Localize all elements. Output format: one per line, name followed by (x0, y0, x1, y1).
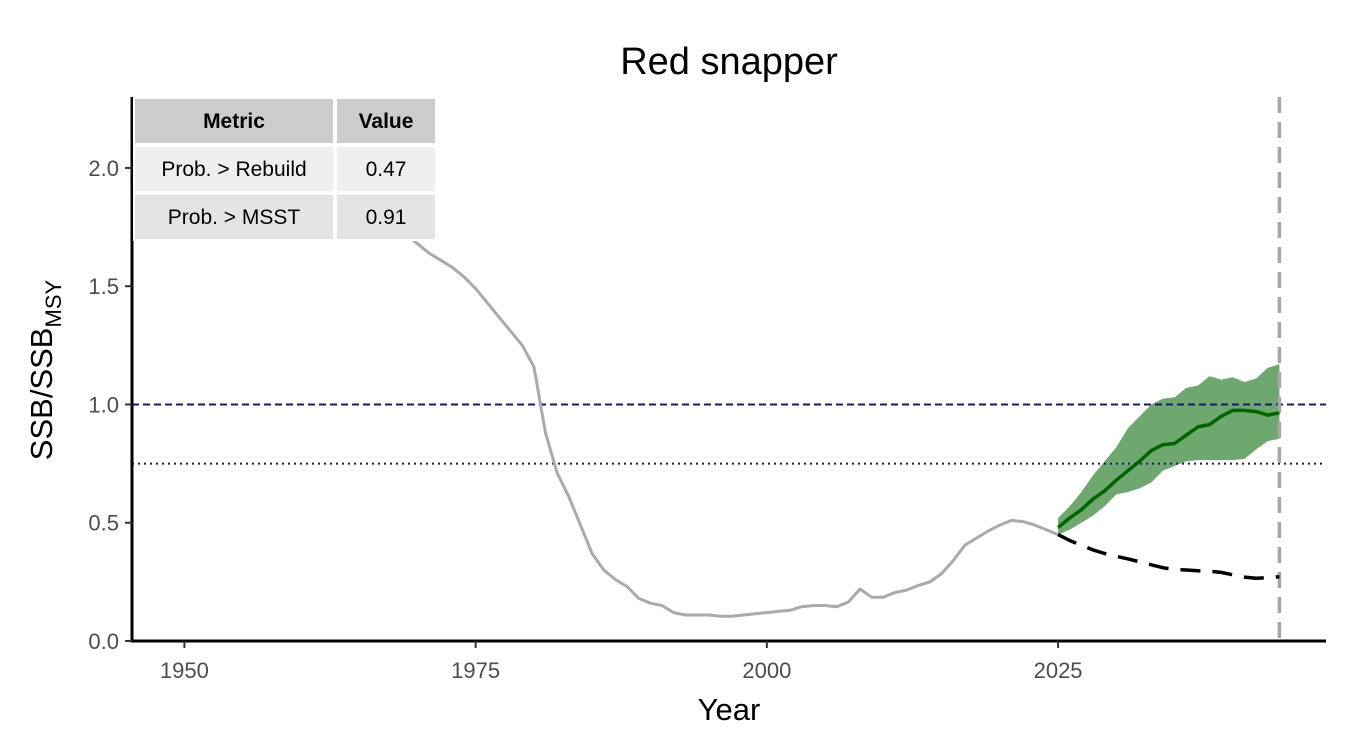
table-cell (337, 195, 435, 239)
no-action-projection-line (1057, 533, 1280, 581)
projection-ribbon (1058, 364, 1280, 535)
x-tick-label: 1950 (160, 658, 209, 683)
table-cell (135, 147, 333, 191)
y-axis-title: SSB/SSBMSY (24, 280, 66, 461)
table-header-metric: Metric (203, 110, 265, 133)
y-tick-label: 0.5 (88, 511, 119, 536)
x-tick-label: 2000 (742, 658, 791, 683)
y-tick-label: 2.0 (88, 156, 119, 181)
y-tick-label: 1.5 (88, 274, 119, 299)
historical-ssb-line (358, 178, 1059, 618)
x-axis-title: Year (698, 692, 761, 727)
y-axis-title-subscript: MSY (41, 280, 66, 328)
table-header-cell (337, 99, 435, 143)
plot-area: 0.0 0.5 1.0 1.5 2.0 1950 1975 2000 2025 (88, 97, 1326, 683)
y-tick-label: 0.0 (88, 629, 119, 654)
table-header-value: Value (359, 110, 414, 133)
x-tick-label: 1975 (451, 658, 500, 683)
table-cell-value: 0.91 (366, 206, 407, 229)
table-cell-metric: Prob. > Rebuild (161, 158, 306, 181)
metrics-table: Metric Value Prob. > Rebuild 0.47 Prob. > MS… (133, 97, 437, 241)
x-tick-label: 2025 (1034, 658, 1083, 683)
table-cell-metric: Prob. > MSST (168, 206, 301, 229)
chart-title: Red snapper (620, 41, 838, 83)
table-cell-value: 0.47 (366, 158, 407, 181)
table-cell (337, 147, 435, 191)
projection-median-line (1056, 408, 1280, 529)
y-tick-label: 1.0 (88, 392, 119, 417)
metrics-table-body: Metric Value Prob. > Rebuild 0.47 Prob. > MS… (133, 97, 437, 241)
y-axis-title-main: SSB/SSB (24, 328, 59, 461)
table-header-cell (135, 99, 333, 143)
table-cell (135, 195, 333, 239)
